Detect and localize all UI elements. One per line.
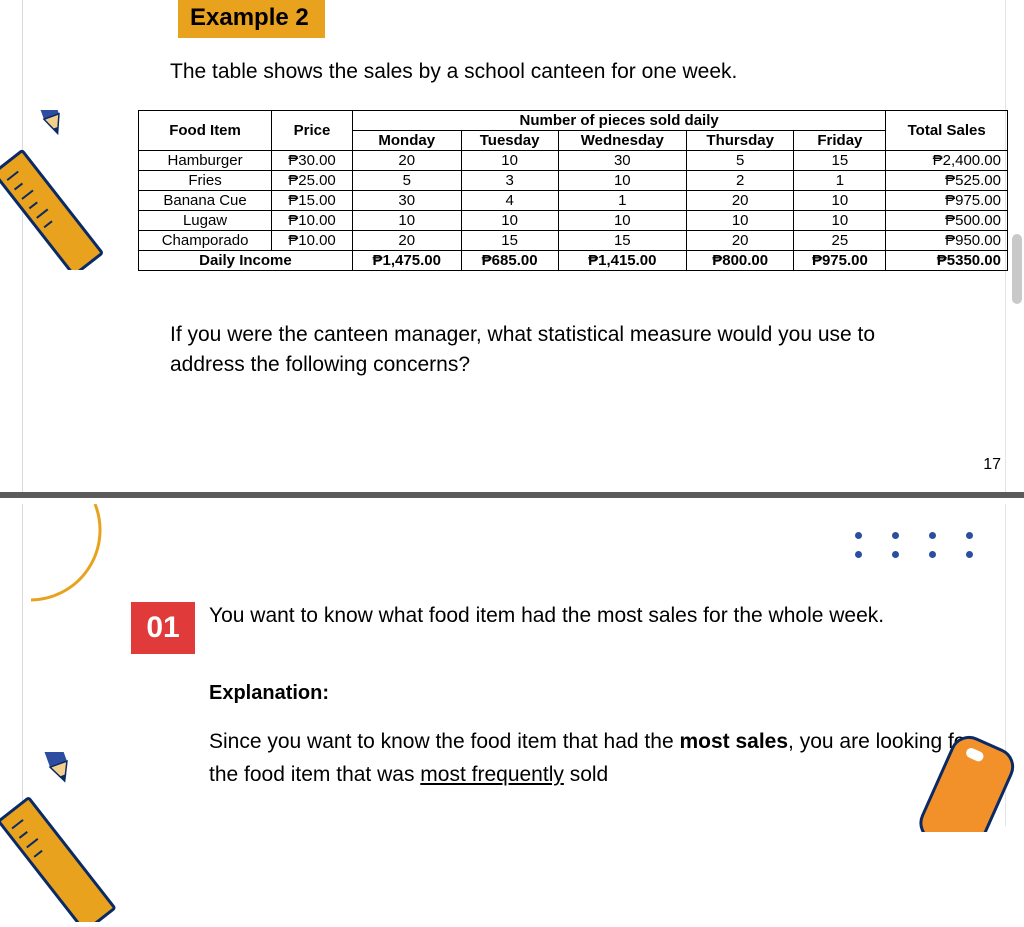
table-cell: ₱10.00 <box>272 211 353 231</box>
table-cell: ₱525.00 <box>886 171 1008 191</box>
slide-1: Example 2 The table shows the sales by a… <box>0 0 1024 498</box>
table-cell: 10 <box>352 211 461 231</box>
scrollbar-thumb[interactable] <box>1012 234 1022 304</box>
question-1-text: You want to know what food item had the … <box>209 600 969 632</box>
page: Example 2 The table shows the sales by a… <box>0 0 1024 826</box>
col-day: Monday <box>352 131 461 151</box>
expl-bold: most sales <box>679 730 788 753</box>
table-cell: Hamburger <box>139 151 272 171</box>
table-cell: 10 <box>461 211 558 231</box>
table-row: Banana Cue₱15.0030412010₱975.00 <box>139 191 1008 211</box>
table-cell: ₱2,400.00 <box>886 151 1008 171</box>
table-cell: 10 <box>558 171 686 191</box>
table-cell: 10 <box>794 191 886 211</box>
col-price: Price <box>272 111 353 151</box>
table-cell: ₱685.00 <box>461 251 558 271</box>
table-header-row-1: Food Item Price Number of pieces sold da… <box>139 111 1008 131</box>
table-cell: ₱950.00 <box>886 231 1008 251</box>
question-number: 01 <box>146 611 179 645</box>
table-row: Lugaw₱10.001010101010₱500.00 <box>139 211 1008 231</box>
table-cell: 20 <box>352 231 461 251</box>
orange-decoration-icon <box>895 692 1015 832</box>
table-cell: 15 <box>558 231 686 251</box>
table-cell: 3 <box>461 171 558 191</box>
table-row: Champorado₱10.002015152025₱950.00 <box>139 231 1008 251</box>
table-cell: 20 <box>686 191 793 211</box>
intro-text: The table shows the sales by a school ca… <box>170 60 737 84</box>
sales-table-wrap: Food Item Price Number of pieces sold da… <box>138 110 1008 271</box>
table-cell: 30 <box>558 151 686 171</box>
table-cell: ₱800.00 <box>686 251 793 271</box>
table-cell: ₱25.00 <box>272 171 353 191</box>
daily-income-label: Daily Income <box>139 251 353 271</box>
dots-decoration-icon <box>855 532 973 570</box>
table-cell: ₱975.00 <box>886 191 1008 211</box>
col-days-group: Number of pieces sold daily <box>352 111 885 131</box>
table-cell: 25 <box>794 231 886 251</box>
table-cell: Champorado <box>139 231 272 251</box>
slide-1-inner: Example 2 The table shows the sales by a… <box>22 0 1006 492</box>
table-cell: 20 <box>686 231 793 251</box>
example-badge: Example 2 <box>178 0 325 38</box>
table-cell: ₱1,415.00 <box>558 251 686 271</box>
page-number: 17 <box>983 456 1001 474</box>
table-row: Hamburger₱30.00201030515₱2,400.00 <box>139 151 1008 171</box>
expl-part: sold <box>564 763 608 786</box>
table-cell: ₱30.00 <box>272 151 353 171</box>
col-total-sales: Total Sales <box>886 111 1008 151</box>
col-day: Wednesday <box>558 131 686 151</box>
question-number-badge: 01 <box>131 602 195 654</box>
table-cell: ₱975.00 <box>794 251 886 271</box>
table-cell: 5 <box>352 171 461 191</box>
expl-underline: most frequently <box>420 763 564 786</box>
table-cell: ₱15.00 <box>272 191 353 211</box>
table-cell: 10 <box>461 151 558 171</box>
explanation-text: Since you want to know the food item tha… <box>209 726 979 791</box>
table-row: Fries₱25.00531021₱525.00 <box>139 171 1008 191</box>
table-cell: ₱1,475.00 <box>352 251 461 271</box>
table-cell: ₱10.00 <box>272 231 353 251</box>
table-cell: 20 <box>352 151 461 171</box>
table-cell: 10 <box>558 211 686 231</box>
table-cell: 30 <box>352 191 461 211</box>
sales-table: Food Item Price Number of pieces sold da… <box>138 110 1008 271</box>
col-food-item: Food Item <box>139 111 272 151</box>
example-label: Example 2 <box>190 4 309 31</box>
table-cell: 1 <box>558 191 686 211</box>
table-row-daily-income: Daily Income₱1,475.00₱685.00₱1,415.00₱80… <box>139 251 1008 271</box>
table-cell: 5 <box>686 151 793 171</box>
col-day: Friday <box>794 131 886 151</box>
slide-2-inner: 01 You want to know what food item had t… <box>22 504 1006 826</box>
table-cell: Fries <box>139 171 272 191</box>
table-cell: 4 <box>461 191 558 211</box>
col-day: Thursday <box>686 131 793 151</box>
table-cell: 10 <box>686 211 793 231</box>
pencil-ruler-decoration-icon <box>0 752 123 922</box>
expl-part: Since you want to know the food item tha… <box>209 730 679 753</box>
table-cell: Lugaw <box>139 211 272 231</box>
table-cell: ₱5350.00 <box>886 251 1008 271</box>
table-cell: Banana Cue <box>139 191 272 211</box>
table-cell: 15 <box>794 151 886 171</box>
explanation-label: Explanation: <box>209 682 329 705</box>
table-cell: 1 <box>794 171 886 191</box>
table-cell: ₱500.00 <box>886 211 1008 231</box>
slide-2: 01 You want to know what food item had t… <box>0 504 1024 826</box>
col-day: Tuesday <box>461 131 558 151</box>
table-cell: 2 <box>686 171 793 191</box>
question-text: If you were the canteen manager, what st… <box>170 320 930 381</box>
table-cell: 10 <box>794 211 886 231</box>
table-cell: 15 <box>461 231 558 251</box>
pencil-ruler-decoration-icon <box>0 110 113 270</box>
